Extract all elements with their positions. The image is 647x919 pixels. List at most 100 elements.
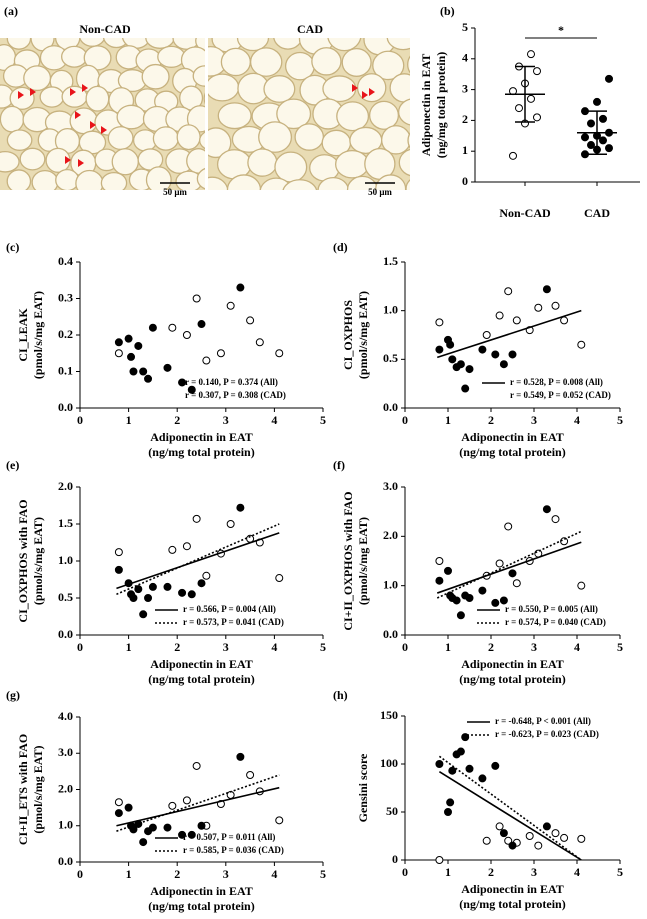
x-axis-title: (ng/mg total protein) (148, 899, 254, 913)
x-tick-label: 3 (223, 413, 229, 427)
data-point (499, 829, 508, 838)
data-point (182, 331, 191, 339)
arrowhead (352, 84, 358, 92)
data-point (577, 340, 586, 349)
data-point (127, 352, 136, 361)
data-point (456, 747, 465, 756)
data-point (435, 760, 444, 768)
adipocyte (276, 98, 312, 130)
y-axis-title: (pmol/s/mg EAT) (31, 745, 45, 833)
data-point (197, 821, 206, 830)
fit-label: r = 0.140, P = 0.374 (All) (185, 377, 278, 387)
x-axis-title: (ng/mg total protein) (459, 445, 565, 459)
data-point (187, 385, 196, 394)
data-point (499, 360, 508, 369)
data-point (148, 823, 157, 832)
x-tick-label: 1 (445, 413, 451, 427)
x-tick-label: 2 (488, 865, 494, 879)
data-point (163, 823, 172, 832)
x-tick-label: 2 (488, 413, 494, 427)
data-point (495, 559, 504, 568)
data-point (148, 323, 157, 332)
x-tick-label: 5 (617, 640, 623, 654)
data-point (197, 579, 206, 588)
adipocyte (389, 73, 410, 103)
data-point (114, 809, 123, 818)
data-point (478, 774, 487, 783)
adipocyte (336, 101, 370, 132)
y-axis-title: CI+II_ETS with FAO (16, 734, 30, 845)
adipocyte (274, 151, 308, 183)
data-point (452, 596, 461, 605)
x-axis-title: Adiponectin in EAT (461, 882, 563, 896)
y-tick-label: 50 (386, 804, 398, 818)
y-tick-label: 0.0 (383, 400, 398, 414)
y-axis-title: Gensini score (356, 753, 370, 822)
y-tick-label: 100 (380, 756, 398, 770)
data-point (124, 334, 133, 343)
x-tick-label: Non-CAD (499, 206, 551, 220)
data-point (129, 367, 138, 376)
y-axis-title: CI_OXPHOS (341, 300, 355, 370)
adipocyte (259, 177, 293, 190)
data-point (187, 590, 196, 599)
data-point (187, 830, 196, 839)
data-point (246, 316, 255, 325)
x-tick-label: 2 (174, 867, 180, 881)
fit-label: r = 0.307, P = 0.308 (CAD) (185, 390, 286, 400)
x-tick-label: 2 (488, 640, 494, 654)
y-tick-label: 150 (380, 708, 398, 722)
y-tick-label: 2.0 (58, 479, 73, 493)
arrowhead (65, 156, 71, 164)
panel-label: (f) (333, 458, 345, 472)
x-tick-label: 3 (531, 640, 537, 654)
adipocyte (176, 124, 201, 151)
panel-label: (a) (4, 4, 18, 18)
adipocyte (282, 179, 318, 190)
fit-line (116, 786, 280, 827)
data-point (435, 345, 444, 354)
data-point (275, 816, 284, 825)
fit-label: r = 0.550, P = 0.005 (All) (505, 604, 598, 614)
data-point (551, 515, 560, 524)
adipocyte (31, 169, 59, 190)
y-tick-label: 1.5 (383, 254, 398, 268)
arrowhead (70, 88, 76, 96)
fit-line (116, 523, 280, 596)
y-tick-label: 0.0 (58, 400, 73, 414)
y-tick-label: 0.0 (58, 854, 73, 868)
data-point (435, 557, 444, 565)
adipocyte (6, 169, 32, 190)
data-point (236, 283, 245, 292)
adipocyte (263, 75, 296, 103)
data-point (236, 503, 245, 512)
fit-label: r = 0.585, P = 0.036 (CAD) (183, 845, 284, 855)
data-point (446, 798, 455, 807)
adipocyte (145, 166, 172, 190)
x-axis-title: Adiponectin in EAT (461, 430, 563, 444)
data-point (192, 294, 201, 303)
arrowhead (18, 91, 24, 99)
data-point (577, 581, 586, 590)
adipocyte (6, 129, 33, 151)
data-point (139, 610, 148, 619)
y-tick-label: 0.2 (58, 327, 73, 341)
data-point (435, 856, 444, 864)
image-title: CAD (297, 22, 323, 36)
data-point (139, 367, 148, 376)
y-axis-title: Adiponectin in EAT (419, 54, 433, 156)
data-point (534, 303, 543, 312)
data-point (599, 136, 607, 145)
x-tick-label: 4 (271, 640, 277, 654)
data-point (246, 771, 255, 779)
arrowhead (362, 91, 368, 99)
y-axis-title: (pmol/s/mg EAT) (31, 291, 45, 379)
data-point (144, 374, 153, 383)
data-point (275, 574, 284, 583)
fit-label: r = 0.573, P = 0.041 (CAD) (183, 617, 284, 627)
adipocyte (196, 167, 205, 190)
adipocyte (23, 65, 52, 92)
data-point (527, 50, 535, 59)
arrowhead (78, 159, 84, 167)
x-tick-label: 5 (320, 867, 326, 881)
